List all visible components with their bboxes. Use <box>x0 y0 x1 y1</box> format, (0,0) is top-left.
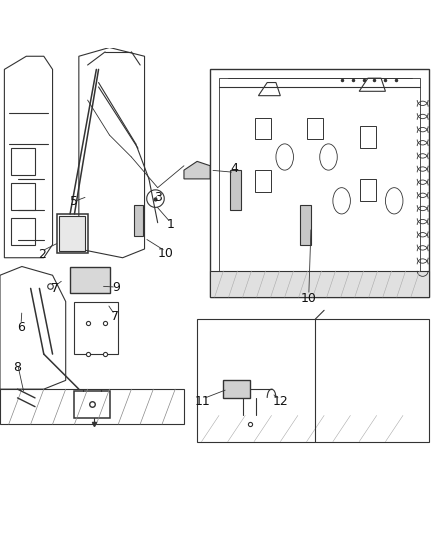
Text: 9: 9 <box>112 280 120 294</box>
Text: 11: 11 <box>195 395 211 408</box>
Bar <box>74 391 110 418</box>
Bar <box>74 302 118 354</box>
Text: 3: 3 <box>154 191 162 204</box>
Bar <box>59 216 85 251</box>
Bar <box>223 381 250 398</box>
Bar <box>210 271 429 297</box>
Bar <box>255 118 271 140</box>
Bar <box>70 266 110 293</box>
Text: 4: 4 <box>230 163 238 175</box>
Bar <box>219 78 420 288</box>
Text: 2: 2 <box>38 248 46 261</box>
Text: 7: 7 <box>51 282 59 295</box>
Bar <box>11 148 35 174</box>
Text: 10: 10 <box>158 247 173 260</box>
Bar <box>57 214 88 253</box>
Bar <box>197 319 429 442</box>
Text: 10: 10 <box>301 292 317 304</box>
Bar <box>360 179 376 201</box>
Text: 12: 12 <box>272 395 288 408</box>
Text: 8: 8 <box>14 361 21 374</box>
Text: 5: 5 <box>70 195 78 208</box>
Bar <box>134 205 143 236</box>
Bar <box>307 118 323 140</box>
Polygon shape <box>184 161 210 179</box>
Bar <box>11 219 35 245</box>
Bar <box>230 170 241 209</box>
Bar <box>11 183 35 209</box>
Text: 6: 6 <box>17 321 25 334</box>
Bar <box>360 126 376 148</box>
Bar <box>210 69 429 297</box>
Text: 7: 7 <box>111 310 119 324</box>
Text: 1: 1 <box>167 219 175 231</box>
Bar <box>300 205 311 245</box>
Bar <box>255 170 271 192</box>
